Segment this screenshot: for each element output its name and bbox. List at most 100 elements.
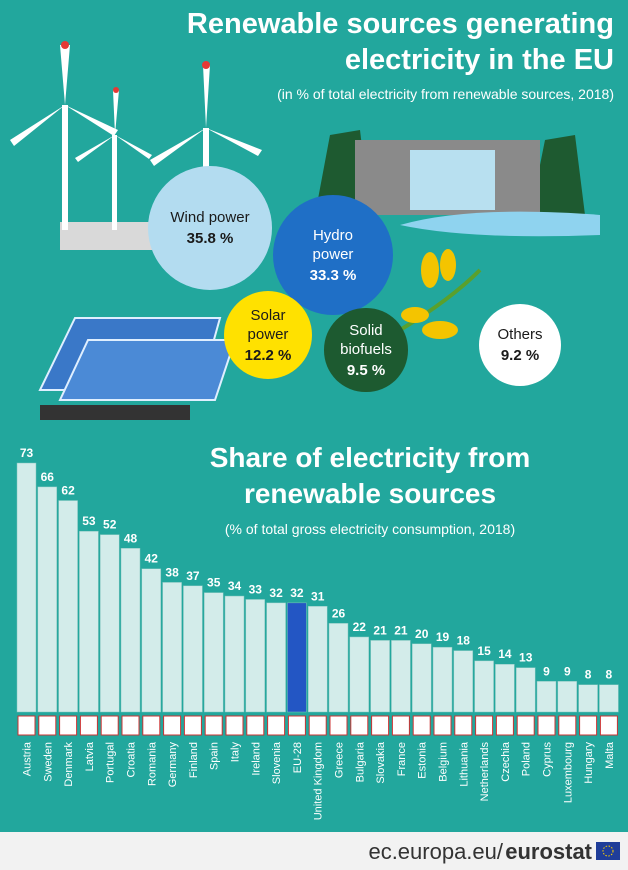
value-label: 48	[124, 531, 138, 545]
value-label: 9.5 %	[346, 361, 386, 379]
flag	[537, 715, 556, 736]
x-tick-label: Estonia	[417, 741, 429, 779]
flag	[350, 715, 369, 736]
bar	[432, 646, 453, 713]
value-label: 66	[41, 470, 55, 484]
bar	[203, 592, 224, 713]
bubble: Hydro power 33.3 %	[272, 194, 394, 316]
bar	[391, 640, 411, 713]
value-label: 9.2 %	[500, 347, 540, 365]
value-label: 32	[290, 586, 304, 600]
bar	[245, 599, 266, 713]
x-tick-label: Italy	[230, 742, 242, 763]
value-label: 31	[311, 589, 325, 603]
value-label: 14	[498, 647, 512, 661]
x-tick-label: Spain	[209, 742, 221, 770]
x-tick-label: Ireland	[250, 742, 262, 776]
bar	[307, 606, 328, 713]
bar	[411, 643, 432, 713]
x-tick-label: Bulgaria	[354, 741, 366, 782]
x-tick-label: Slovakia	[375, 741, 387, 783]
flag	[79, 715, 98, 736]
x-tick-label: Germany	[167, 742, 179, 788]
bar	[328, 623, 349, 713]
value-label: 9	[564, 664, 571, 678]
flag	[371, 715, 390, 736]
bar	[266, 602, 286, 713]
flag	[579, 715, 598, 736]
x-tick-label: Netherlands	[479, 742, 491, 802]
x-tick-label: Czechia	[500, 741, 512, 782]
value-label: 33.3 %	[309, 266, 357, 284]
bar	[578, 684, 598, 713]
value-label: 32	[269, 586, 283, 600]
value-label: 8	[606, 668, 613, 682]
flag	[329, 715, 348, 736]
value-label: 22	[353, 620, 367, 634]
value-label: 19	[436, 630, 450, 644]
bar	[599, 684, 619, 713]
flag	[516, 715, 535, 736]
bar	[141, 568, 162, 713]
value-label: 62	[61, 484, 75, 498]
bubble-label: Others	[497, 326, 543, 344]
x-tick-label: Greece	[334, 742, 346, 778]
flag	[38, 715, 57, 736]
value-label: 42	[145, 552, 159, 566]
flowers	[398, 249, 482, 339]
bubble: Wind power 35.8 %	[148, 166, 272, 290]
value-label: 73	[20, 446, 34, 460]
footer: ec.europa.eu/ eurostat	[0, 832, 628, 870]
value-label: 52	[103, 518, 117, 532]
flag	[599, 715, 618, 736]
flag	[183, 715, 202, 736]
bubble-label: Solar power	[247, 306, 289, 343]
flag	[308, 715, 327, 736]
bar	[162, 582, 182, 713]
x-tick-label: Latvia	[84, 741, 96, 771]
value-label: 33	[249, 582, 263, 596]
x-tick-label: Slovenia	[271, 741, 283, 784]
footer-brand: eurostat	[505, 839, 592, 864]
bar	[349, 636, 370, 713]
bubble: Solid biofuels 9.5 %	[324, 308, 408, 392]
flag	[558, 715, 577, 736]
x-tick-label: Denmark	[63, 742, 75, 787]
chart-title: Share of electricity from renewable sour…	[209, 442, 531, 509]
bar	[224, 595, 245, 713]
x-tick-label: EU-28	[292, 742, 304, 773]
flag	[475, 715, 494, 736]
bubble: Solar power 12.2 %	[223, 290, 313, 380]
bar	[120, 548, 141, 713]
eu-logo	[596, 842, 620, 860]
x-tick-label: United Kingdom	[313, 742, 325, 820]
bar	[79, 530, 99, 713]
footer-site: ec.europa.eu/	[368, 839, 503, 864]
dam	[315, 130, 600, 237]
bar	[58, 500, 78, 713]
x-tick-label: France	[396, 742, 408, 776]
flag	[391, 715, 410, 736]
x-tick-label: Cyprus	[542, 742, 554, 777]
value-label: 12.2 %	[244, 346, 292, 364]
x-tick-label: Belgium	[438, 742, 450, 782]
value-label: 38	[165, 565, 179, 579]
bubble: Others 9.2 %	[478, 303, 562, 387]
bar	[37, 486, 58, 713]
bar	[453, 650, 474, 713]
x-tick-label: Sweden	[42, 742, 54, 782]
chart-subtitle: (% of total gross electricity consumptio…	[224, 521, 516, 537]
value-label: 21	[394, 623, 408, 637]
x-tick-label: Lithuania	[458, 741, 470, 787]
value-label: 26	[332, 606, 346, 620]
bubble-label: Hydro power	[312, 226, 354, 263]
bar	[515, 667, 536, 713]
value-label: 13	[519, 651, 533, 665]
bar-chart: 73 Austria 66 Sweden 62 Denmark 53 Latvia 52 Port…	[16, 446, 619, 820]
flag	[121, 715, 140, 736]
flag	[246, 715, 265, 736]
bubble-label: Solid biofuels	[340, 321, 392, 358]
x-tick-label: Austria	[22, 741, 34, 776]
flag	[142, 715, 161, 736]
value-label: 21	[373, 623, 387, 637]
